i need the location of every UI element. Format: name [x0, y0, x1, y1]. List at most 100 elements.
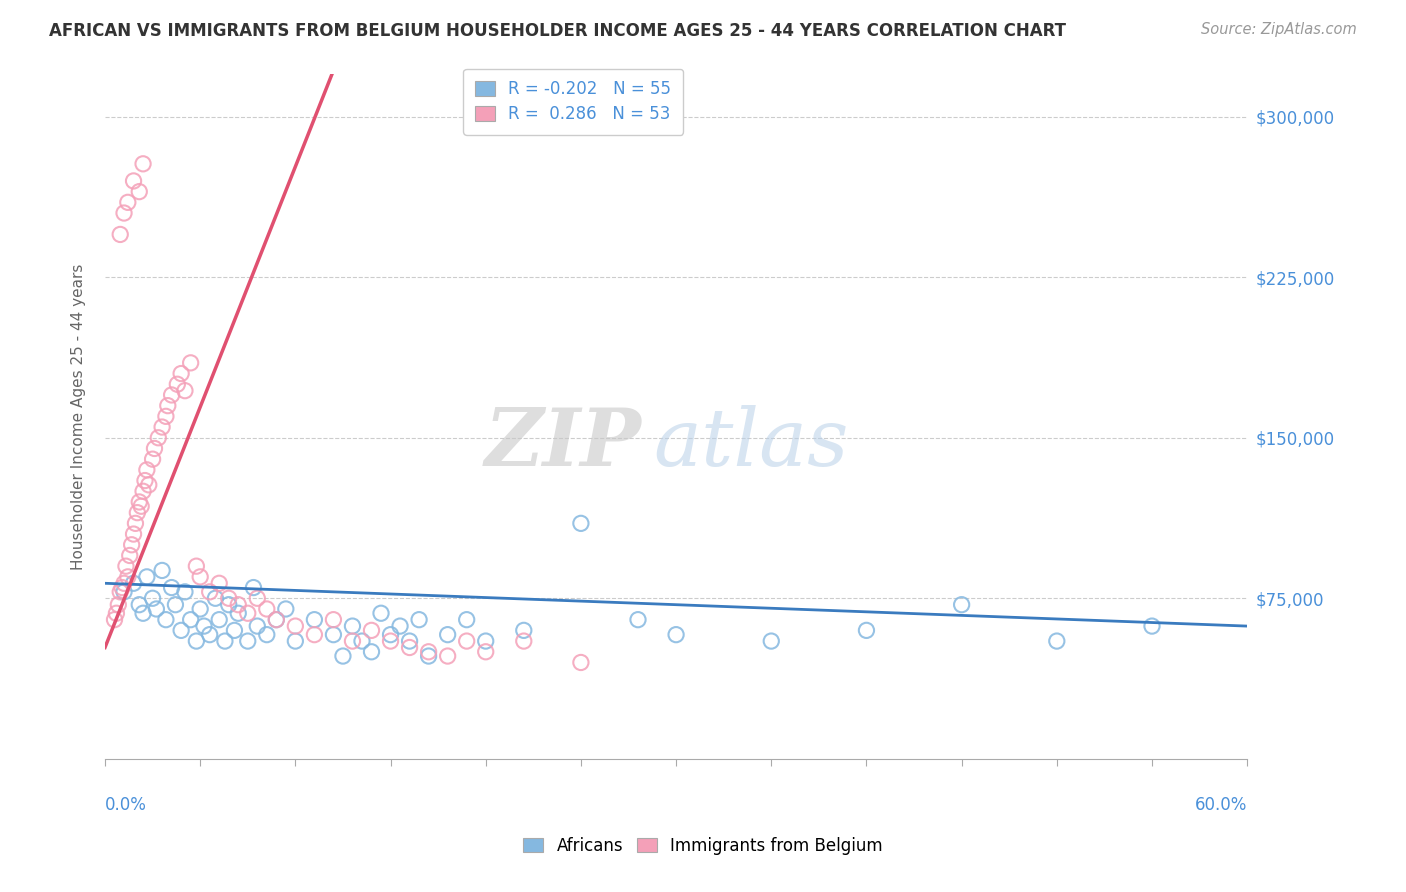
Point — [322, 627, 344, 641]
Point — [332, 648, 354, 663]
Point — [436, 627, 458, 641]
Point — [132, 607, 155, 621]
Point — [350, 634, 373, 648]
Point — [370, 607, 392, 621]
Point — [155, 613, 177, 627]
Point — [456, 634, 478, 648]
Point — [117, 195, 139, 210]
Legend: Africans, Immigrants from Belgium: Africans, Immigrants from Belgium — [517, 830, 889, 862]
Point — [214, 634, 236, 648]
Point — [513, 634, 536, 648]
Point — [304, 627, 326, 641]
Point — [198, 627, 221, 641]
Point — [122, 527, 145, 541]
Point — [408, 613, 430, 627]
Point — [474, 634, 496, 648]
Point — [418, 648, 440, 663]
Point — [174, 384, 197, 398]
Point — [569, 656, 592, 670]
Point — [160, 388, 183, 402]
Point — [170, 624, 193, 638]
Point — [103, 613, 125, 627]
Point — [456, 613, 478, 627]
Point — [322, 613, 344, 627]
Point — [246, 591, 269, 606]
Point — [198, 585, 221, 599]
Y-axis label: Householder Income Ages 25 - 44 years: Householder Income Ages 25 - 44 years — [72, 263, 86, 569]
Point — [569, 516, 592, 531]
Point — [180, 613, 202, 627]
Point — [105, 607, 128, 621]
Point — [188, 602, 211, 616]
Text: Source: ZipAtlas.com: Source: ZipAtlas.com — [1201, 22, 1357, 37]
Point — [155, 409, 177, 424]
Point — [145, 602, 167, 616]
Point — [236, 634, 259, 648]
Point — [112, 206, 135, 220]
Point — [218, 598, 240, 612]
Point — [142, 591, 165, 606]
Point — [110, 227, 132, 242]
Point — [855, 624, 877, 638]
Point — [134, 474, 156, 488]
Point — [242, 581, 264, 595]
Point — [121, 538, 143, 552]
Text: atlas: atlas — [654, 405, 849, 483]
Text: AFRICAN VS IMMIGRANTS FROM BELGIUM HOUSEHOLDER INCOME AGES 25 - 44 YEARS CORRELA: AFRICAN VS IMMIGRANTS FROM BELGIUM HOUSE… — [49, 22, 1066, 40]
Point — [665, 627, 688, 641]
Point — [627, 613, 650, 627]
Point — [128, 598, 150, 612]
Point — [124, 516, 146, 531]
Point — [112, 585, 135, 599]
Point — [107, 598, 129, 612]
Point — [118, 549, 141, 563]
Point — [256, 627, 278, 641]
Point — [186, 634, 208, 648]
Point — [218, 591, 240, 606]
Point — [284, 634, 307, 648]
Point — [342, 634, 364, 648]
Point — [436, 648, 458, 663]
Point — [274, 602, 297, 616]
Point — [513, 624, 536, 638]
Point — [1140, 619, 1163, 633]
Point — [389, 619, 412, 633]
Point — [1046, 634, 1069, 648]
Point — [156, 399, 179, 413]
Point — [135, 570, 157, 584]
Point — [188, 570, 211, 584]
Point — [208, 576, 231, 591]
Point — [129, 500, 152, 514]
Point — [266, 613, 288, 627]
Point — [142, 452, 165, 467]
Point — [180, 356, 202, 370]
Point — [127, 506, 149, 520]
Point — [208, 613, 231, 627]
Point — [166, 377, 188, 392]
Point — [186, 559, 208, 574]
Point — [256, 602, 278, 616]
Point — [165, 598, 187, 612]
Point — [135, 463, 157, 477]
Point — [236, 607, 259, 621]
Point — [224, 624, 246, 638]
Point — [170, 367, 193, 381]
Point — [398, 640, 420, 655]
Point — [117, 570, 139, 584]
Text: 60.0%: 60.0% — [1195, 797, 1247, 814]
Point — [360, 645, 382, 659]
Point — [110, 585, 132, 599]
Point — [398, 634, 420, 648]
Point — [284, 619, 307, 633]
Point — [266, 613, 288, 627]
Point — [122, 174, 145, 188]
Point — [474, 645, 496, 659]
Point — [122, 576, 145, 591]
Point — [128, 185, 150, 199]
Point — [761, 634, 783, 648]
Point — [143, 442, 166, 456]
Point — [418, 645, 440, 659]
Point — [112, 576, 135, 591]
Point — [204, 591, 226, 606]
Point — [174, 585, 197, 599]
